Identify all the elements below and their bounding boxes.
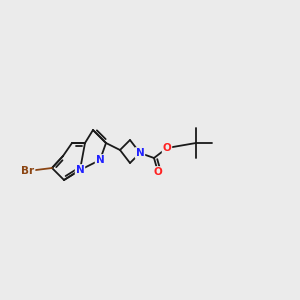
- Text: N: N: [136, 148, 144, 158]
- Text: N: N: [96, 155, 104, 165]
- Text: O: O: [154, 167, 162, 177]
- Text: Br: Br: [21, 166, 34, 176]
- Text: N: N: [76, 165, 84, 175]
- Text: O: O: [163, 143, 171, 153]
